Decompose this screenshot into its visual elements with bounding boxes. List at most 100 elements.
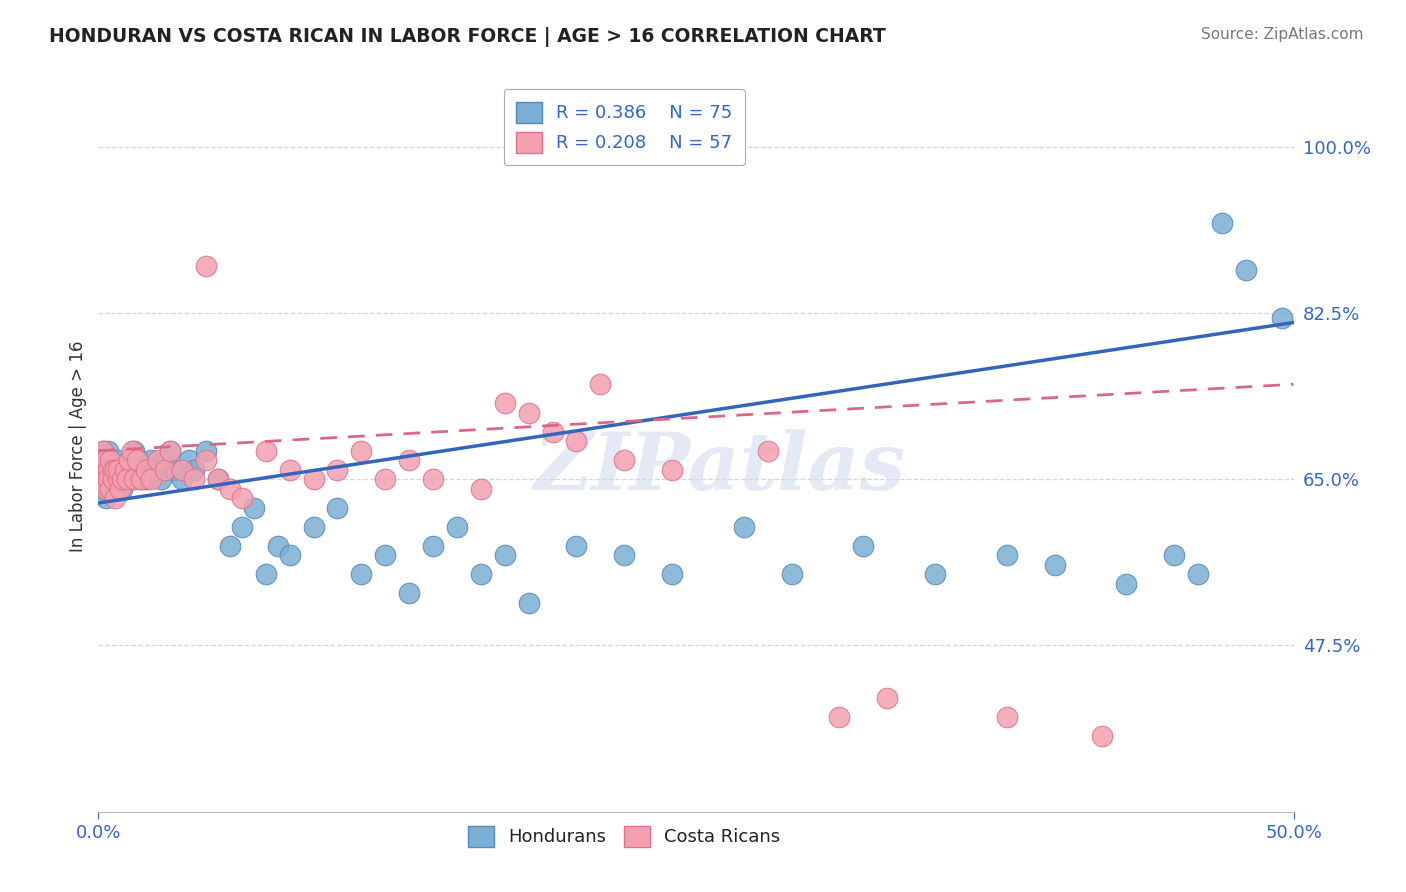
Point (107, 472, 129, 486)
Point (97, 463, 120, 477)
Point (135, 472, 157, 486)
Point (90, 482, 112, 496)
Point (98, 453, 122, 467)
Point (422, 539, 444, 553)
Point (1091, 729, 1114, 743)
Point (101, 463, 124, 477)
Point (589, 377, 612, 392)
Point (350, 567, 373, 582)
Point (131, 472, 153, 486)
Point (91, 472, 114, 486)
Point (565, 539, 588, 553)
Point (118, 453, 141, 467)
Point (924, 567, 946, 582)
Point (135, 463, 157, 477)
Point (97, 443, 120, 458)
Point (124, 443, 146, 458)
Point (115, 472, 138, 486)
Point (756, 443, 779, 458)
Point (267, 539, 290, 553)
Point (183, 472, 205, 486)
Point (302, 520, 325, 534)
Point (326, 463, 349, 477)
Point (995, 710, 1018, 724)
Point (91, 463, 114, 477)
Point (94, 491, 117, 506)
Point (243, 500, 266, 515)
Point (98, 453, 122, 467)
Point (494, 548, 516, 562)
Point (107, 472, 129, 486)
Point (852, 539, 875, 553)
Point (661, 463, 683, 477)
Point (1187, 567, 1209, 582)
Point (94, 453, 117, 467)
Point (254, 567, 277, 582)
Point (159, 443, 181, 458)
Point (111, 472, 134, 486)
Point (195, 453, 218, 467)
Point (470, 567, 492, 582)
Point (1043, 558, 1066, 572)
Point (470, 482, 492, 496)
Point (207, 472, 229, 486)
Text: HONDURAN VS COSTA RICAN IN LABOR FORCE | AGE > 16 CORRELATION CHART: HONDURAN VS COSTA RICAN IN LABOR FORCE |… (49, 27, 886, 46)
Point (231, 491, 253, 506)
Point (114, 463, 136, 477)
Point (1163, 548, 1185, 562)
Point (1115, 576, 1137, 591)
Point (780, 567, 803, 582)
Point (128, 453, 150, 467)
Point (172, 463, 194, 477)
Point (374, 472, 396, 486)
Point (374, 548, 396, 562)
Point (302, 472, 325, 486)
Point (101, 463, 124, 477)
Point (254, 443, 277, 458)
Point (733, 520, 755, 534)
Point (90, 463, 112, 477)
Point (163, 463, 186, 477)
Point (422, 472, 444, 486)
Point (91, 443, 114, 458)
Point (108, 482, 131, 496)
Point (149, 472, 172, 486)
Point (115, 463, 138, 477)
Point (155, 453, 177, 467)
Point (101, 472, 124, 486)
Text: Source: ZipAtlas.com: Source: ZipAtlas.com (1201, 27, 1364, 42)
Point (398, 586, 420, 600)
Text: ZIPatlas: ZIPatlas (534, 429, 905, 507)
Point (219, 482, 242, 496)
Point (101, 472, 124, 486)
Point (159, 443, 181, 458)
Point (98, 472, 122, 486)
Point (517, 596, 540, 610)
Point (108, 472, 131, 486)
Point (98, 482, 122, 496)
Point (114, 472, 136, 486)
Point (114, 463, 136, 477)
Legend: Hondurans, Costa Ricans: Hondurans, Costa Ricans (461, 819, 787, 854)
Point (97, 463, 120, 477)
Point (108, 463, 131, 477)
Point (145, 463, 167, 477)
Point (494, 396, 516, 410)
Point (97, 472, 120, 486)
Point (111, 482, 134, 496)
Point (115, 472, 138, 486)
Point (139, 472, 162, 486)
Point (155, 463, 177, 477)
Point (278, 548, 301, 562)
Point (107, 463, 129, 477)
Point (121, 443, 143, 458)
Point (104, 463, 127, 477)
Point (183, 463, 205, 477)
Point (613, 548, 636, 562)
Point (1211, 216, 1233, 230)
Point (231, 520, 253, 534)
Point (179, 453, 201, 467)
Point (541, 425, 564, 439)
Point (125, 453, 148, 467)
Point (124, 472, 146, 486)
